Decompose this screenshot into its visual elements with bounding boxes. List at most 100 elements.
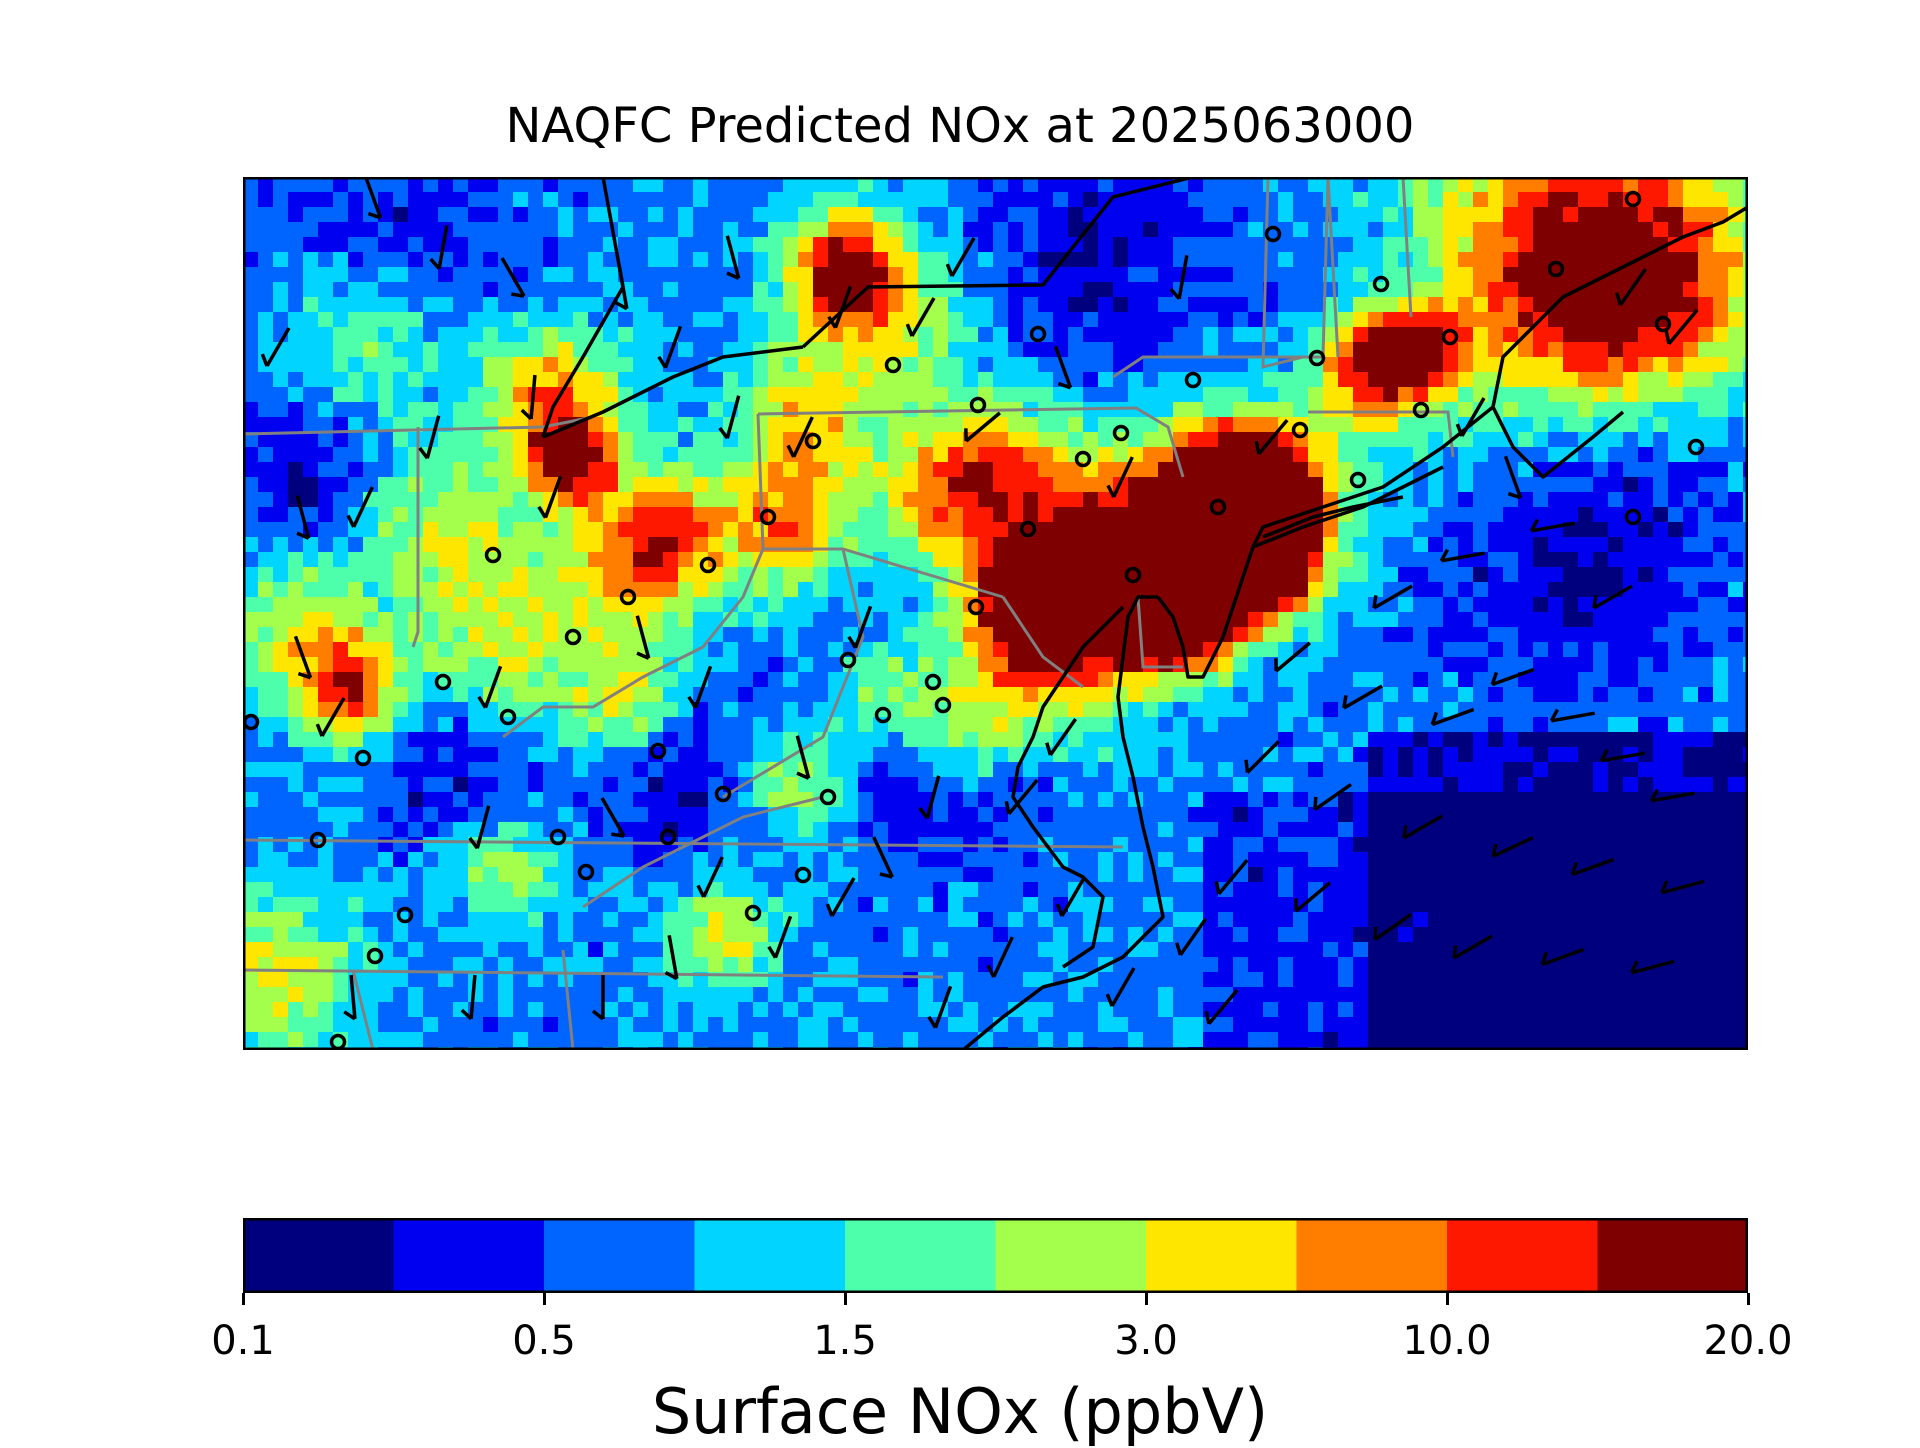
grid-cell xyxy=(948,267,964,283)
grid-cell xyxy=(303,912,319,928)
grid-cell xyxy=(1473,522,1489,538)
grid-cell xyxy=(303,567,319,583)
grid-cell xyxy=(1128,372,1144,388)
grid-cell xyxy=(1533,297,1549,313)
grid-cell xyxy=(498,837,514,853)
grid-cell xyxy=(528,597,544,613)
grid-cell xyxy=(1143,447,1159,463)
grid-cell xyxy=(573,897,589,913)
grid-cell xyxy=(468,597,484,613)
grid-cell xyxy=(528,612,544,628)
grid-cell xyxy=(318,252,334,268)
grid-cell xyxy=(1548,282,1564,298)
grid-cell xyxy=(363,372,379,388)
grid-cell xyxy=(318,747,334,763)
grid-cell xyxy=(663,717,679,733)
grid-cell xyxy=(288,597,304,613)
grid-cell xyxy=(1053,762,1069,778)
grid-cell xyxy=(768,192,784,208)
grid-cell xyxy=(888,612,904,628)
grid-cell xyxy=(1128,687,1144,703)
grid-cell xyxy=(1038,627,1054,643)
grid-cell xyxy=(1383,207,1399,223)
grid-cell xyxy=(1128,582,1144,598)
grid-cell xyxy=(993,777,1009,793)
grid-cell xyxy=(1008,432,1024,448)
grid-cell xyxy=(1623,297,1639,313)
grid-cell xyxy=(348,762,364,778)
grid-cell xyxy=(843,432,859,448)
grid-cell xyxy=(1083,687,1099,703)
grid-cell xyxy=(333,777,349,793)
grid-cell xyxy=(1668,417,1684,433)
grid-cell xyxy=(1698,357,1714,373)
grid-cell xyxy=(1083,642,1099,658)
grid-cell xyxy=(318,222,334,238)
grid-cell xyxy=(723,462,739,478)
grid-cell xyxy=(423,402,439,418)
grid-cell xyxy=(1068,687,1084,703)
grid-cell xyxy=(618,177,634,193)
grid-cell xyxy=(1578,837,1594,853)
grid-cell xyxy=(288,612,304,628)
grid-cell xyxy=(768,372,784,388)
grid-cell xyxy=(633,192,649,208)
grid-cell xyxy=(1233,657,1249,673)
grid-cell xyxy=(1488,552,1504,568)
grid-cell xyxy=(1233,387,1249,403)
grid-cell xyxy=(333,792,349,808)
grid-cell xyxy=(633,852,649,868)
grid-cell xyxy=(948,762,964,778)
grid-cell xyxy=(903,267,919,283)
grid-cell xyxy=(1203,837,1219,853)
grid-cell xyxy=(348,327,364,343)
grid-cell xyxy=(1323,537,1339,553)
grid-cell xyxy=(1428,252,1444,268)
grid-cell xyxy=(393,387,409,403)
grid-cell xyxy=(738,867,754,883)
grid-cell xyxy=(528,822,544,838)
grid-cell xyxy=(303,372,319,388)
grid-cell xyxy=(1653,897,1669,913)
grid-cell xyxy=(1053,702,1069,718)
grid-cell xyxy=(1638,657,1654,673)
grid-cell xyxy=(963,462,979,478)
grid-cell xyxy=(1533,357,1549,373)
grid-cell xyxy=(1368,327,1384,343)
grid-cell xyxy=(813,672,829,688)
grid-cell xyxy=(588,522,604,538)
grid-cell xyxy=(1008,582,1024,598)
grid-cell xyxy=(1653,477,1669,493)
grid-cell xyxy=(873,462,889,478)
grid-cell xyxy=(1293,327,1309,343)
grid-cell xyxy=(1338,582,1354,598)
grid-cell xyxy=(1278,342,1294,358)
grid-cell xyxy=(483,582,499,598)
grid-cell xyxy=(1053,387,1069,403)
grid-cell xyxy=(1563,777,1579,793)
grid-cell xyxy=(1713,252,1729,268)
grid-cell xyxy=(738,222,754,238)
grid-cell xyxy=(828,807,844,823)
grid-cell xyxy=(1248,672,1264,688)
grid-cell xyxy=(468,657,484,673)
grid-cell xyxy=(1488,777,1504,793)
grid-cell xyxy=(513,882,529,898)
grid-cell xyxy=(723,537,739,553)
grid-cell xyxy=(1668,762,1684,778)
grid-cell xyxy=(903,912,919,928)
grid-cell xyxy=(1263,642,1279,658)
grid-cell xyxy=(1623,567,1639,583)
grid-cell xyxy=(1533,477,1549,493)
grid-cell xyxy=(303,687,319,703)
grid-cell xyxy=(1428,297,1444,313)
grid-cell xyxy=(333,177,349,193)
grid-cell xyxy=(1638,822,1654,838)
grid-cell xyxy=(303,537,319,553)
grid-cell xyxy=(1548,687,1564,703)
grid-cell xyxy=(1203,192,1219,208)
grid-cell xyxy=(693,342,709,358)
grid-cell xyxy=(453,687,469,703)
grid-cell xyxy=(453,357,469,373)
grid-cell xyxy=(333,342,349,358)
